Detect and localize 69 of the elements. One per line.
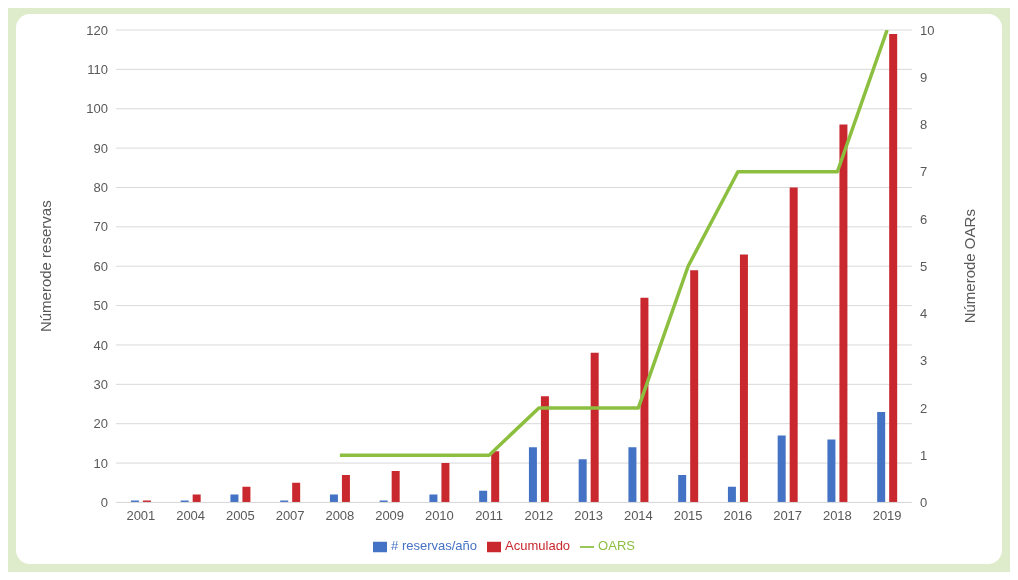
bar — [292, 482, 301, 503]
bar — [739, 254, 748, 503]
bar — [441, 463, 450, 503]
legend-label: Acumulado — [505, 538, 571, 554]
y-tick-label: 30 — [93, 376, 108, 392]
x-tick-label: 2010 — [424, 507, 454, 523]
bar — [827, 439, 836, 503]
y-tick-label: 60 — [93, 258, 108, 274]
line-series — [338, 30, 889, 457]
x-tick-label: 2008 — [325, 507, 355, 523]
y-tick-label: 100 — [86, 101, 108, 117]
bar — [877, 411, 886, 503]
y-tick-label: 50 — [93, 298, 108, 314]
x-tick-label: 2007 — [275, 507, 305, 523]
y2-tick-label: 10 — [920, 22, 935, 38]
y-tick-label: 80 — [93, 180, 108, 196]
y-axis-title: Númerode reservas — [37, 200, 55, 333]
x-tick-label: 2018 — [822, 507, 852, 523]
bar — [491, 451, 500, 503]
bar — [690, 270, 699, 503]
bar — [640, 297, 649, 503]
y2-tick-label: 8 — [920, 117, 928, 133]
bar — [391, 470, 400, 503]
x-tick-label: 2019 — [872, 507, 902, 523]
y2-tick-label: 5 — [920, 258, 928, 274]
y2-tick-label: 0 — [920, 495, 928, 511]
x-tick-label: 2005 — [225, 507, 255, 523]
y-tick-label: 10 — [93, 455, 108, 471]
y2-tick-label: 2 — [920, 400, 928, 416]
x-tick-label: 2015 — [673, 507, 703, 523]
bar — [628, 447, 637, 503]
x-tick-label: 2004 — [176, 507, 206, 523]
legend-label: # reservas/año — [391, 538, 478, 554]
y2-tick-label: 4 — [920, 306, 928, 322]
y2-tick-label: 3 — [920, 353, 928, 369]
y-tick-label: 90 — [93, 140, 108, 156]
y-tick-label: 110 — [87, 61, 108, 77]
bar — [777, 435, 786, 503]
y-tick-label: 40 — [93, 337, 108, 353]
y-tick-label: 70 — [93, 219, 108, 235]
bar — [839, 124, 848, 503]
y2-tick-label: 1 — [920, 447, 928, 463]
bar — [528, 447, 537, 503]
bar — [479, 490, 488, 503]
x-tick-label: 2017 — [773, 507, 803, 523]
bar — [727, 486, 736, 503]
bar — [242, 486, 251, 503]
x-tick-label: 2014 — [623, 507, 653, 523]
bar — [578, 459, 587, 503]
y2-tick-label: 6 — [920, 211, 928, 227]
y2-axis-title: Númerode OARs — [961, 209, 979, 324]
bar — [540, 396, 549, 503]
x-tick-label: 2013 — [574, 507, 604, 523]
y2-tick-label: 7 — [920, 164, 928, 180]
x-tick-label: 2016 — [723, 507, 753, 523]
x-tick-label: 2012 — [524, 507, 554, 523]
y2-tick-label: 9 — [920, 69, 928, 85]
x-tick-label: 2001 — [126, 507, 156, 523]
bar — [889, 33, 898, 503]
bar — [789, 187, 798, 503]
x-tick-label: 2011 — [475, 507, 504, 523]
legend-label: OARS — [598, 538, 635, 554]
y-tick-label: 120 — [86, 22, 108, 38]
y-tick-label: 0 — [100, 495, 108, 511]
y-tick-label: 20 — [93, 416, 108, 432]
bar — [341, 474, 350, 503]
x-tick-label: 2009 — [375, 507, 405, 523]
bar — [590, 352, 599, 503]
bar — [678, 474, 687, 503]
